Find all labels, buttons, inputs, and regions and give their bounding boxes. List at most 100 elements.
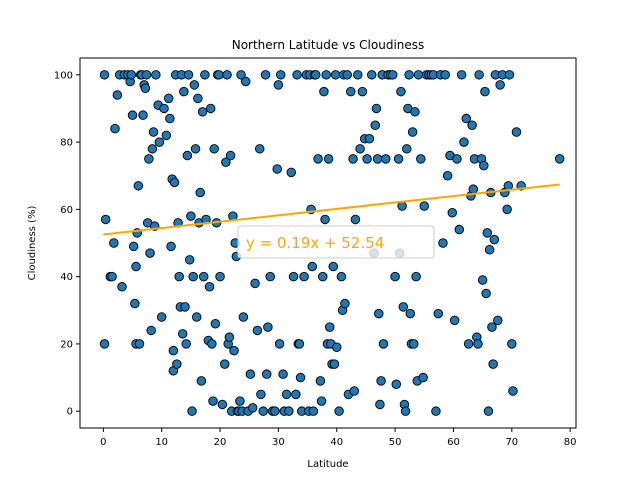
data-point: [440, 70, 451, 80]
data-point: [367, 70, 377, 80]
data-point: [147, 144, 158, 154]
data-point: [493, 315, 503, 326]
data-point: [217, 399, 228, 410]
data-point: [179, 86, 189, 97]
data-point: [126, 70, 137, 80]
x-tick-label: 60: [447, 437, 460, 448]
data-point: [138, 110, 148, 120]
data-point: [416, 154, 426, 164]
data-point: [474, 70, 484, 80]
data-point: [308, 406, 319, 416]
x-tick-label: 70: [505, 437, 518, 448]
data-point: [207, 339, 217, 349]
data-point: [177, 329, 188, 339]
data-point: [396, 86, 406, 97]
data-point: [184, 255, 195, 265]
data-point: [483, 406, 494, 416]
data-point: [431, 406, 441, 416]
data-point: [319, 86, 329, 97]
data-point: [197, 107, 208, 117]
data-point: [390, 271, 400, 282]
data-point: [193, 93, 203, 104]
data-point: [286, 167, 296, 178]
data-point: [141, 70, 152, 80]
equation-box: [237, 225, 435, 259]
data-point: [270, 406, 280, 416]
data-point: [224, 332, 235, 342]
data-point: [294, 339, 305, 349]
y-axis-ticks: 0 20 40 60 80 100: [54, 70, 80, 418]
data-point: [321, 70, 332, 80]
data-point: [208, 396, 218, 406]
y-tick-label: 80: [60, 138, 73, 149]
data-point: [495, 80, 505, 90]
data-point: [400, 406, 411, 416]
data-point: [370, 120, 381, 131]
data-point: [229, 345, 239, 356]
data-point: [210, 318, 221, 329]
data-point: [330, 70, 341, 80]
data-point: [131, 261, 141, 272]
data-point: [362, 154, 372, 164]
data-point: [215, 271, 225, 282]
data-point: [134, 339, 145, 349]
data-point: [260, 70, 271, 80]
data-point: [186, 211, 196, 221]
data-point: [256, 389, 266, 400]
data-point: [263, 322, 273, 332]
data-point: [151, 70, 161, 80]
data-point: [292, 70, 302, 80]
data-point: [265, 271, 275, 282]
data-point: [107, 271, 117, 282]
data-point: [236, 70, 246, 80]
data-point: [156, 312, 167, 322]
x-tick-label: 80: [564, 437, 577, 448]
data-point: [159, 103, 169, 114]
data-point: [364, 133, 375, 144]
data-point: [235, 396, 245, 406]
data-point: [375, 399, 385, 410]
data-point: [487, 322, 497, 332]
data-point: [127, 110, 138, 120]
data-point: [502, 204, 512, 215]
data-point: [404, 70, 414, 80]
x-tick-label: 30: [272, 437, 285, 448]
data-point: [133, 181, 144, 191]
data-point: [214, 70, 224, 80]
data-point: [272, 164, 282, 174]
data-point: [188, 271, 198, 282]
data-point: [299, 271, 309, 282]
data-point: [334, 406, 344, 416]
data-point: [452, 154, 462, 164]
data-point: [174, 271, 184, 282]
data-point: [295, 372, 306, 383]
y-tick-label: 20: [60, 339, 73, 350]
data-point: [484, 244, 495, 255]
data-point: [161, 130, 172, 141]
data-point: [391, 379, 402, 390]
data-point: [442, 170, 453, 181]
data-point: [438, 238, 448, 248]
data-point: [163, 93, 174, 104]
data-point: [461, 113, 472, 124]
data-point: [221, 157, 231, 168]
data-point: [447, 207, 458, 218]
data-point: [473, 339, 483, 349]
data-point: [238, 312, 249, 322]
data-point: [318, 271, 328, 282]
y-tick-label: 0: [67, 407, 73, 418]
data-point: [274, 339, 285, 349]
data-point: [342, 70, 353, 80]
y-tick-label: 40: [60, 272, 73, 283]
y-axis-label: Cloudiness (%): [27, 206, 38, 281]
data-point: [313, 154, 323, 164]
data-point: [117, 281, 127, 292]
data-point: [372, 154, 383, 164]
y-tick-label: 60: [60, 205, 73, 216]
data-point: [413, 70, 424, 80]
data-point: [198, 271, 209, 282]
data-point: [482, 228, 493, 238]
points-layer: [99, 70, 565, 416]
data-point: [480, 86, 490, 97]
